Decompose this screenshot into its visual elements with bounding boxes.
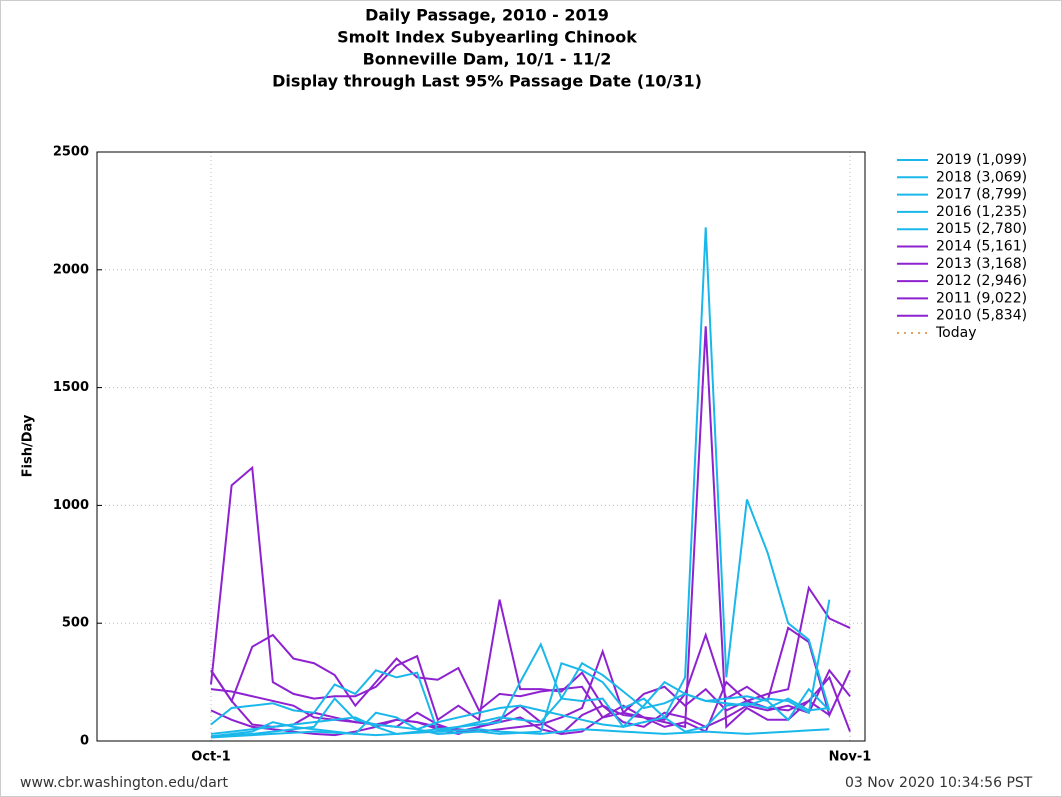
legend-label: 2015 (2,780) bbox=[936, 221, 1027, 237]
y-tick-label: 2500 bbox=[53, 145, 89, 160]
x-tick-label: Oct-1 bbox=[191, 750, 230, 765]
footer-timestamp: 03 Nov 2020 10:34:56 PST bbox=[845, 775, 1033, 791]
legend-label: 2013 (3,168) bbox=[936, 256, 1027, 272]
series-line bbox=[210, 585, 851, 733]
legend-label: 2010 (5,834) bbox=[936, 308, 1027, 324]
chart-title: Daily Passage, 2010 - 2019 bbox=[365, 6, 609, 25]
y-tick-label: 0 bbox=[80, 734, 89, 749]
series-line bbox=[210, 728, 830, 739]
series-line bbox=[210, 626, 851, 721]
x-tick-label: Nov-1 bbox=[829, 750, 872, 765]
series-line bbox=[210, 326, 830, 730]
chart-subtitle: Bonneville Dam, 10/1 - 11/2 bbox=[363, 50, 612, 69]
legend-label: 2014 (5,161) bbox=[936, 239, 1027, 255]
footer-source: www.cbr.washington.edu/dart bbox=[20, 775, 229, 791]
series-line bbox=[210, 668, 851, 736]
legend-label: Today bbox=[935, 325, 977, 341]
legend-label: 2012 (2,946) bbox=[936, 273, 1027, 289]
y-tick-label: 500 bbox=[62, 616, 89, 631]
chart-subtitle: Smolt Index Subyearling Chinook bbox=[337, 28, 637, 47]
legend-label: 2016 (1,235) bbox=[936, 204, 1027, 220]
legend-label: 2019 (1,099) bbox=[936, 152, 1027, 168]
y-tick-label: 2000 bbox=[53, 262, 89, 277]
plot-frame bbox=[96, 151, 866, 742]
legend-label: 2011 (9,022) bbox=[936, 290, 1027, 306]
series-line bbox=[210, 599, 831, 738]
legend-label: 2018 (3,069) bbox=[936, 169, 1027, 185]
series-line bbox=[210, 661, 831, 733]
series-line bbox=[210, 227, 831, 735]
legend-label: 2017 (8,799) bbox=[936, 187, 1027, 203]
y-axis-label: Fish/Day bbox=[21, 414, 36, 477]
chart-subtitle: Display through Last 95% Passage Date (1… bbox=[272, 72, 702, 91]
y-tick-label: 1000 bbox=[53, 498, 89, 513]
y-tick-label: 1500 bbox=[53, 380, 89, 395]
series-line bbox=[210, 675, 851, 737]
